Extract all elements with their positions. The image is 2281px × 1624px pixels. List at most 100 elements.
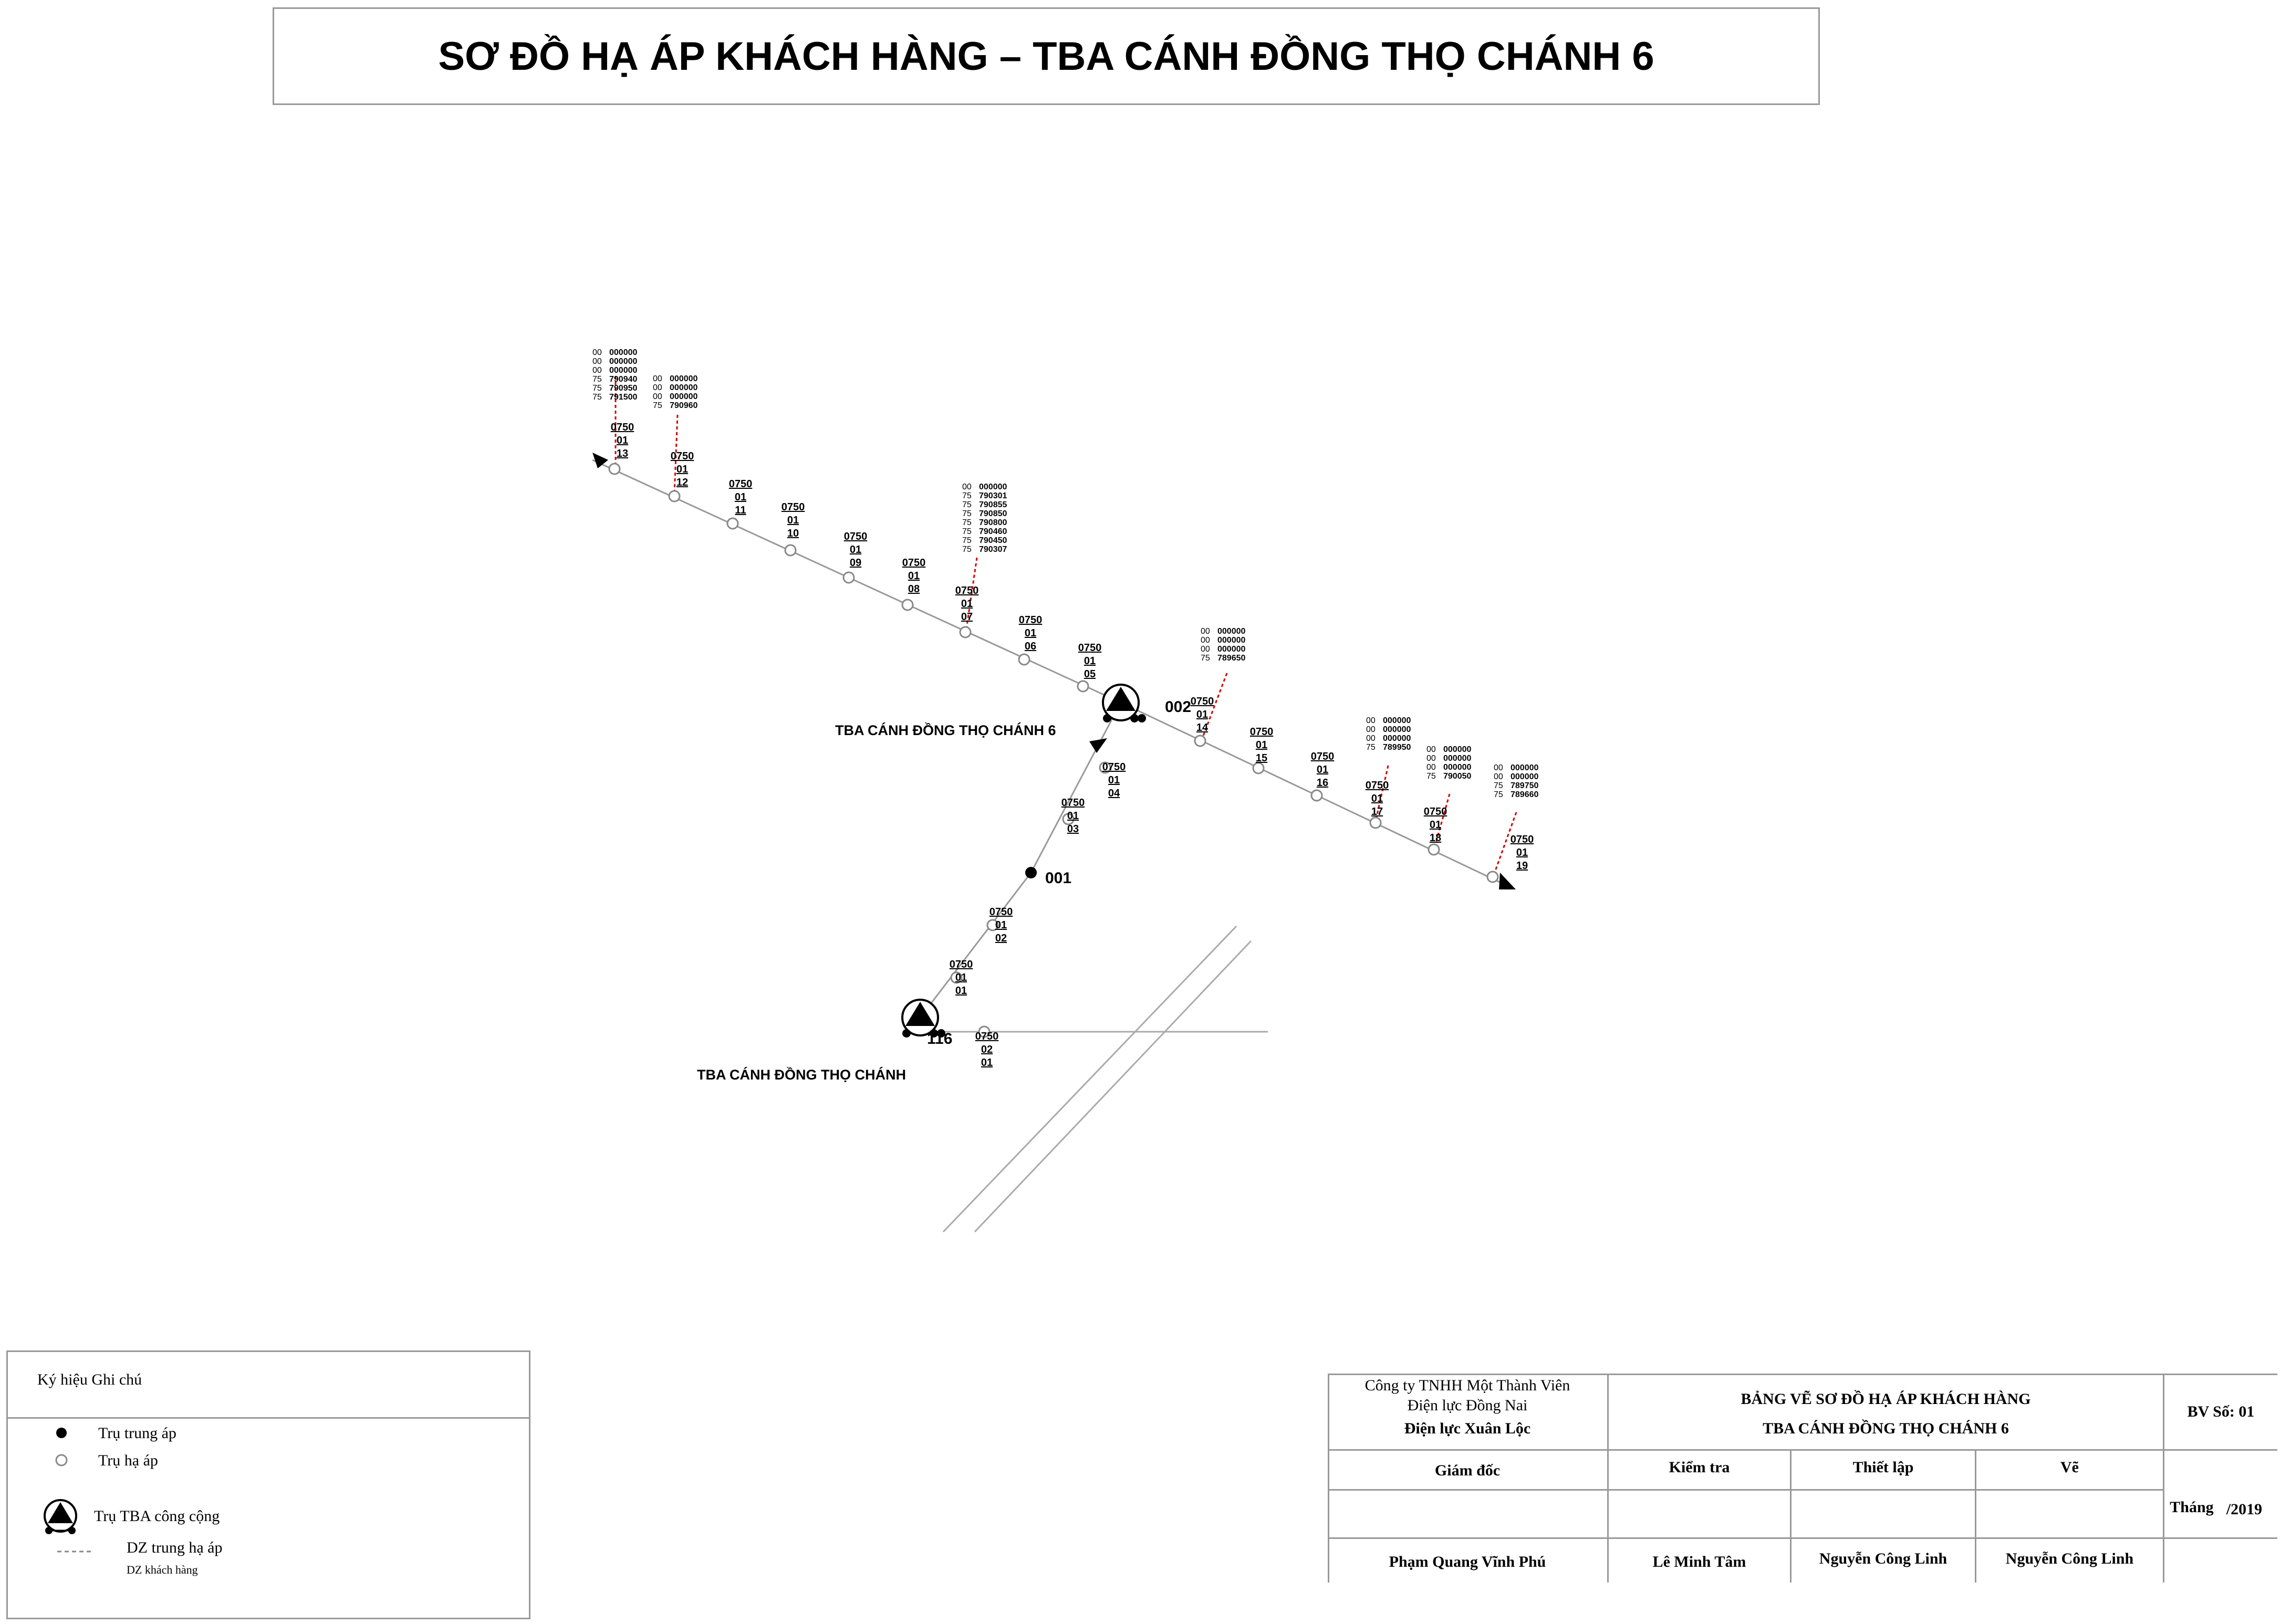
pole-code-p04: 0750 bbox=[1102, 761, 1126, 773]
customer-prefix-c12: 00 bbox=[653, 392, 662, 401]
customer-id-c13: 000000 bbox=[609, 357, 637, 366]
lv-pole-p12 bbox=[668, 490, 681, 502]
substation-number-tba6: 002 bbox=[1165, 698, 1191, 716]
lv-pole-p19 bbox=[1486, 871, 1499, 883]
customer-id-c13: 000000 bbox=[609, 366, 637, 375]
pole-code-p03: 0750 bbox=[1061, 797, 1085, 809]
pole-code-p02: 02 bbox=[995, 933, 1007, 944]
setup-name: Nguyễn Công Linh bbox=[1819, 1550, 1947, 1567]
pole-code-p05: 0750 bbox=[1078, 642, 1102, 654]
pole-code-p02: 0750 bbox=[990, 906, 1013, 918]
lv-pole-p03 bbox=[1062, 813, 1075, 825]
lv-pole-p18 bbox=[1428, 843, 1440, 856]
pole-code-p18: 18 bbox=[1430, 832, 1441, 844]
customer-lines bbox=[614, 376, 1517, 874]
substation-icon bbox=[1102, 684, 1146, 722]
customer-id-c07: 790460 bbox=[979, 527, 1007, 536]
pole-code-p17: 01 bbox=[1371, 793, 1383, 804]
title-box: SƠ ĐỒ HẠ ÁP KHÁCH HÀNG – TBA CÁNH ĐỒNG T… bbox=[273, 7, 1820, 105]
customer-id-c14: 000000 bbox=[1217, 636, 1245, 645]
legend-substation: Trụ TBA công cộng bbox=[94, 1507, 220, 1525]
pole-code-p06: 01 bbox=[1025, 627, 1036, 639]
customer-id-c17: 789950 bbox=[1383, 743, 1411, 752]
company-line-2: Điện lực Đồng Nai bbox=[1407, 1397, 1528, 1414]
legend-mv-pole: Trụ trung áp bbox=[98, 1424, 176, 1442]
company-line-1: Công ty TNHH Một Thành Viên bbox=[1365, 1377, 1570, 1394]
customer-id-c19: 789660 bbox=[1511, 790, 1538, 799]
lv-pole-p0201 bbox=[978, 1025, 991, 1038]
customer-id-c19: 789750 bbox=[1511, 781, 1538, 790]
customer-id-c14: 000000 bbox=[1217, 627, 1245, 636]
customer-id-c17: 000000 bbox=[1383, 716, 1411, 725]
lv-pole-p11 bbox=[726, 517, 739, 530]
road-lines bbox=[920, 925, 1268, 1233]
pole-code-p16: 16 bbox=[1317, 777, 1328, 789]
customer-prefix-c14: 75 bbox=[1201, 654, 1210, 663]
customer-id-c12: 000000 bbox=[670, 392, 697, 401]
customer-prefix-c07: 75 bbox=[962, 491, 972, 500]
director-name: Phạm Quang Vĩnh Phú bbox=[1389, 1553, 1546, 1570]
pole-code-p01: 01 bbox=[955, 972, 967, 983]
customer-prefix-c17: 00 bbox=[1366, 716, 1376, 725]
lv-pole-p04 bbox=[1099, 761, 1111, 774]
customer-id-c13: 791500 bbox=[609, 393, 637, 402]
customer-prefix-c07: 00 bbox=[962, 483, 972, 491]
lv-pole-p08 bbox=[901, 599, 914, 611]
customer-prefix-c13: 75 bbox=[592, 393, 602, 402]
customer-prefix-c18: 00 bbox=[1426, 763, 1436, 772]
pole-code-p14: 14 bbox=[1196, 722, 1209, 734]
pole-code-p06: 0750 bbox=[1019, 614, 1043, 626]
customer-prefix-c07: 75 bbox=[962, 509, 972, 518]
pole-code-p04: 01 bbox=[1108, 774, 1120, 786]
customer-id-c12: 000000 bbox=[670, 374, 697, 383]
month-label: Tháng bbox=[2170, 1499, 2214, 1516]
customer-prefix-c12: 75 bbox=[653, 401, 662, 410]
pole-code-p12: 12 bbox=[676, 477, 688, 488]
pole-code-p19: 19 bbox=[1516, 860, 1528, 872]
customer-prefix-c17: 00 bbox=[1366, 734, 1376, 743]
lv-pole-p16 bbox=[1310, 789, 1323, 802]
pole-code-p15: 15 bbox=[1256, 752, 1267, 764]
mv-pole bbox=[1025, 867, 1037, 878]
legend-symbols bbox=[44, 1428, 92, 1553]
customer-id-c07: 790450 bbox=[979, 536, 1007, 545]
drawing-title-1: BẢNG VẼ SƠ ĐỒ HẠ ÁP KHÁCH HÀNG bbox=[1741, 1390, 2031, 1408]
customer-id-c13: 790940 bbox=[609, 375, 637, 384]
setup-label: Thiết lập bbox=[1852, 1459, 1914, 1476]
customer-line-c07 bbox=[965, 557, 978, 630]
customer-prefix-c18: 75 bbox=[1426, 772, 1436, 781]
pole-code-p09: 01 bbox=[850, 544, 861, 556]
lv-pole-p15 bbox=[1252, 762, 1265, 774]
lv-pole-p17 bbox=[1369, 816, 1382, 829]
customer-id-c18: 000000 bbox=[1443, 745, 1471, 754]
pole-code-p09: 0750 bbox=[844, 531, 868, 542]
pole-code-p07: 07 bbox=[961, 611, 973, 623]
pole-code-p05: 05 bbox=[1084, 668, 1096, 680]
customer-id-c17: 000000 bbox=[1383, 725, 1411, 734]
legend-customer-line: DZ khách hàng bbox=[127, 1563, 198, 1576]
draw-label: Vẽ bbox=[2060, 1459, 2079, 1476]
customer-id-c17: 000000 bbox=[1383, 734, 1411, 743]
customer-id-c12: 000000 bbox=[670, 383, 697, 392]
legend-divider bbox=[8, 1417, 529, 1419]
pole-code-p02: 01 bbox=[995, 919, 1007, 931]
customer-id-c07: 790800 bbox=[979, 518, 1007, 527]
pole-code-p13: 0750 bbox=[611, 422, 634, 433]
pole-code-p14: 01 bbox=[1196, 709, 1208, 720]
legend-header: Ký hiệu Ghi chú bbox=[37, 1371, 142, 1388]
customer-prefix-c07: 75 bbox=[962, 527, 972, 536]
lv-pole-p02 bbox=[986, 919, 999, 931]
pole-code-p11: 11 bbox=[735, 505, 746, 516]
customer-id-c07: 790301 bbox=[979, 491, 1007, 500]
pole-code-p18: 01 bbox=[1430, 819, 1441, 831]
end-arrow-icon bbox=[1499, 873, 1516, 889]
lv-line bbox=[592, 459, 1121, 704]
customer-prefix-c18: 00 bbox=[1426, 745, 1436, 754]
lv-pole-p01 bbox=[950, 971, 963, 984]
substation-name-tba: TBA CÁNH ĐỒNG THỌ CHÁNH bbox=[697, 1066, 906, 1083]
pole-code-p0201: 01 bbox=[981, 1057, 993, 1068]
page-title: SƠ ĐỒ HẠ ÁP KHÁCH HÀNG – TBA CÁNH ĐỒNG T… bbox=[438, 34, 1654, 79]
customer-prefix-c14: 00 bbox=[1201, 636, 1210, 645]
lv-pole-p05 bbox=[1077, 680, 1089, 693]
